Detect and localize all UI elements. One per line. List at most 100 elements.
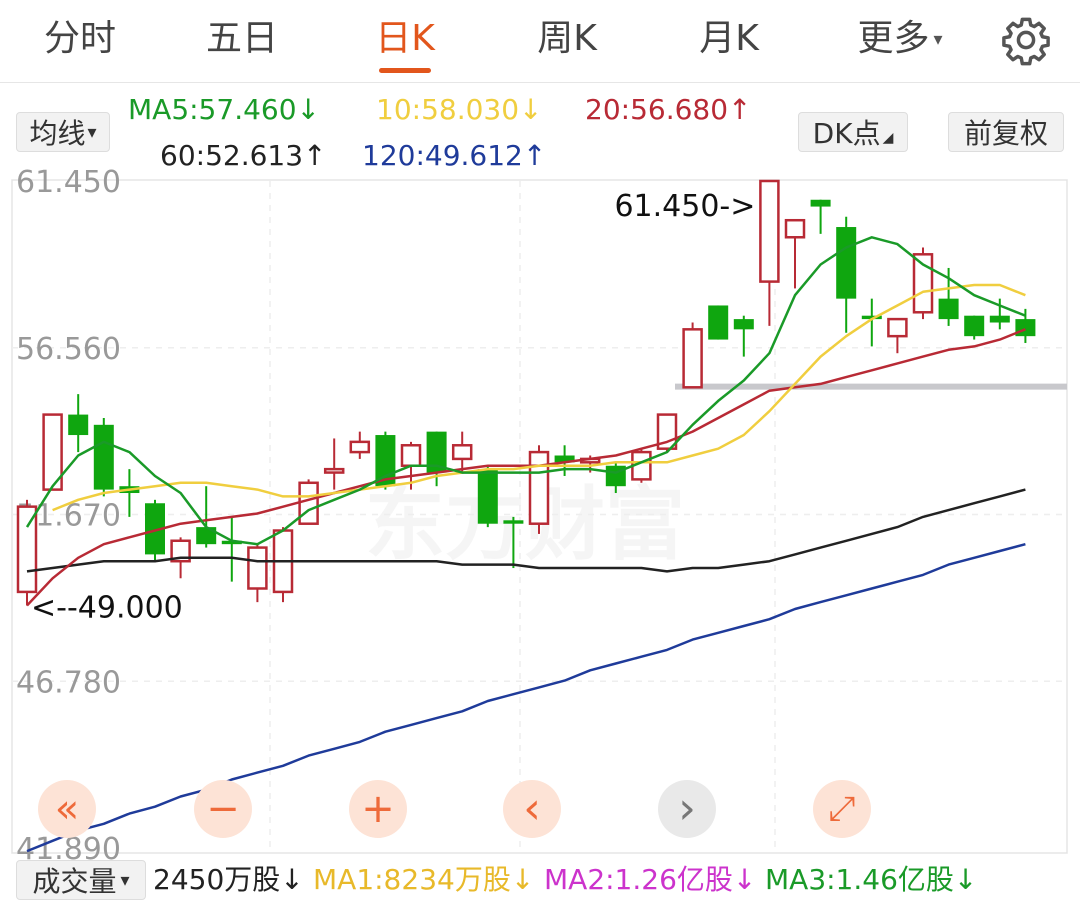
candle-body bbox=[810, 199, 831, 207]
period-tabs: 分时 五日 日K 周K 月K 更多 ▾ bbox=[0, 0, 1080, 83]
candle-12 bbox=[323, 438, 345, 490]
candle-2 bbox=[68, 394, 89, 453]
candle-30 bbox=[784, 218, 806, 289]
candle-body bbox=[759, 179, 780, 283]
volume-ma2-value: MA2:1.26亿股↓ bbox=[544, 863, 757, 896]
minus-icon: − bbox=[206, 786, 240, 832]
candle-body bbox=[42, 413, 63, 491]
ma20-value: 20:56.680↑ bbox=[585, 93, 752, 126]
candle-body bbox=[938, 298, 959, 320]
candle-body bbox=[68, 414, 89, 436]
tab-weekly-k-label: 周K bbox=[537, 18, 597, 59]
candle-31 bbox=[810, 199, 831, 234]
candle-13 bbox=[349, 431, 371, 459]
candle-body bbox=[682, 328, 703, 389]
candle-body bbox=[733, 319, 754, 330]
ma-selector-label: 均线 bbox=[29, 117, 86, 150]
dk-point-button[interactable]: DK点 ◢ bbox=[798, 112, 908, 152]
tab-weekly-k[interactable]: 周K bbox=[492, 14, 642, 64]
candle-body bbox=[1015, 319, 1036, 337]
candle-body bbox=[861, 315, 882, 320]
ma5-value: MA5:57.460↓ bbox=[128, 93, 320, 126]
candle-35 bbox=[912, 247, 934, 320]
corner-triangle-icon: ◢ bbox=[882, 130, 894, 146]
candle-19 bbox=[503, 516, 524, 569]
volume-ma3-value: MA3:1.46亿股↓ bbox=[765, 863, 978, 896]
ma60-value: 60:52.613↑ bbox=[160, 139, 327, 172]
ma5-line bbox=[25, 236, 1026, 546]
active-tab-underline bbox=[379, 68, 431, 73]
candle-17 bbox=[451, 431, 473, 473]
tab-more[interactable]: 更多 ▾ bbox=[825, 14, 975, 65]
tab-daily-k[interactable]: 日K bbox=[330, 14, 480, 64]
caret-down-icon: ▾ bbox=[120, 869, 130, 891]
zoom-out-button[interactable]: − bbox=[194, 780, 252, 838]
candle-body bbox=[196, 527, 217, 545]
candle-body bbox=[247, 546, 268, 590]
candle-29 bbox=[759, 179, 780, 326]
fullscreen-button[interactable]: ⤢ bbox=[813, 780, 871, 838]
candle-20 bbox=[528, 445, 550, 534]
tab-monthly-k[interactable]: 月K bbox=[654, 14, 804, 64]
candle-body bbox=[836, 227, 857, 299]
caret-down-icon: ▾ bbox=[87, 121, 97, 143]
gear-icon[interactable] bbox=[1000, 14, 1052, 66]
candle-body bbox=[298, 481, 319, 525]
forward-adjust-label: 前复权 bbox=[963, 117, 1048, 150]
forward-adjust-button[interactable]: 前复权 bbox=[948, 112, 1064, 152]
chevron-left-icon: ‹ bbox=[523, 783, 541, 834]
step-back-button[interactable]: ‹ bbox=[503, 780, 561, 838]
volume-selector-button[interactable]: 成交量 ▾ bbox=[16, 860, 146, 900]
tab-more-label: 更多 bbox=[857, 18, 930, 59]
ma20-line bbox=[26, 328, 1026, 607]
ma10-value: 10:58.030↓ bbox=[376, 93, 543, 126]
candle-4 bbox=[119, 469, 140, 517]
ma120-value: 120:49.612↑ bbox=[362, 139, 547, 172]
candle-7 bbox=[196, 486, 217, 548]
candle-body bbox=[16, 505, 38, 594]
candle-body bbox=[221, 540, 242, 545]
candle-body bbox=[170, 539, 191, 563]
candle-9 bbox=[247, 544, 268, 603]
candle-body bbox=[912, 253, 934, 314]
candle-body bbox=[989, 315, 1010, 323]
volume-ma1-value: MA1:8234万股↓ bbox=[313, 863, 535, 896]
candle-body bbox=[554, 455, 575, 463]
tab-five-day[interactable]: 五日 bbox=[167, 14, 317, 64]
volume-selector-label: 成交量 bbox=[32, 865, 117, 898]
tab-daily-k-label: 日K bbox=[375, 18, 435, 59]
candle-36 bbox=[938, 267, 959, 326]
ma120-line bbox=[26, 542, 1026, 853]
candle-body bbox=[93, 424, 114, 490]
max-price-marker: 61.450-> bbox=[614, 189, 755, 224]
tab-intraday-label: 分时 bbox=[43, 18, 116, 59]
step-forward-button[interactable]: › bbox=[658, 780, 716, 838]
candle-38 bbox=[989, 298, 1010, 330]
candle-28 bbox=[733, 315, 754, 357]
candle-body bbox=[400, 444, 422, 467]
candle-body bbox=[145, 503, 165, 555]
y-tick-label-3: 46.780 bbox=[16, 665, 121, 700]
candle-body bbox=[349, 440, 371, 454]
candle-32 bbox=[836, 216, 857, 333]
candle-body bbox=[323, 467, 345, 474]
chart-frame bbox=[11, 179, 1068, 854]
tab-intraday[interactable]: 分时 bbox=[5, 14, 155, 64]
candle-body bbox=[708, 305, 729, 340]
candle-21 bbox=[554, 445, 575, 476]
ma-selector-button[interactable]: 均线 ▾ bbox=[16, 112, 110, 152]
candle-34 bbox=[887, 317, 908, 354]
tab-five-day-label: 五日 bbox=[205, 18, 278, 59]
fast-backward-button[interactable]: « bbox=[38, 780, 96, 838]
volume-value: 2450万股↓ bbox=[153, 863, 304, 896]
zoom-in-button[interactable]: + bbox=[349, 780, 407, 838]
plus-icon: + bbox=[361, 786, 395, 832]
min-price-marker: <--49.000 bbox=[31, 591, 183, 626]
candle-body bbox=[451, 444, 473, 461]
candle-8 bbox=[221, 516, 242, 582]
candle-body bbox=[784, 218, 806, 239]
candle-body bbox=[887, 317, 908, 338]
candle-body bbox=[964, 315, 985, 337]
tab-monthly-k-label: 月K bbox=[699, 18, 759, 59]
